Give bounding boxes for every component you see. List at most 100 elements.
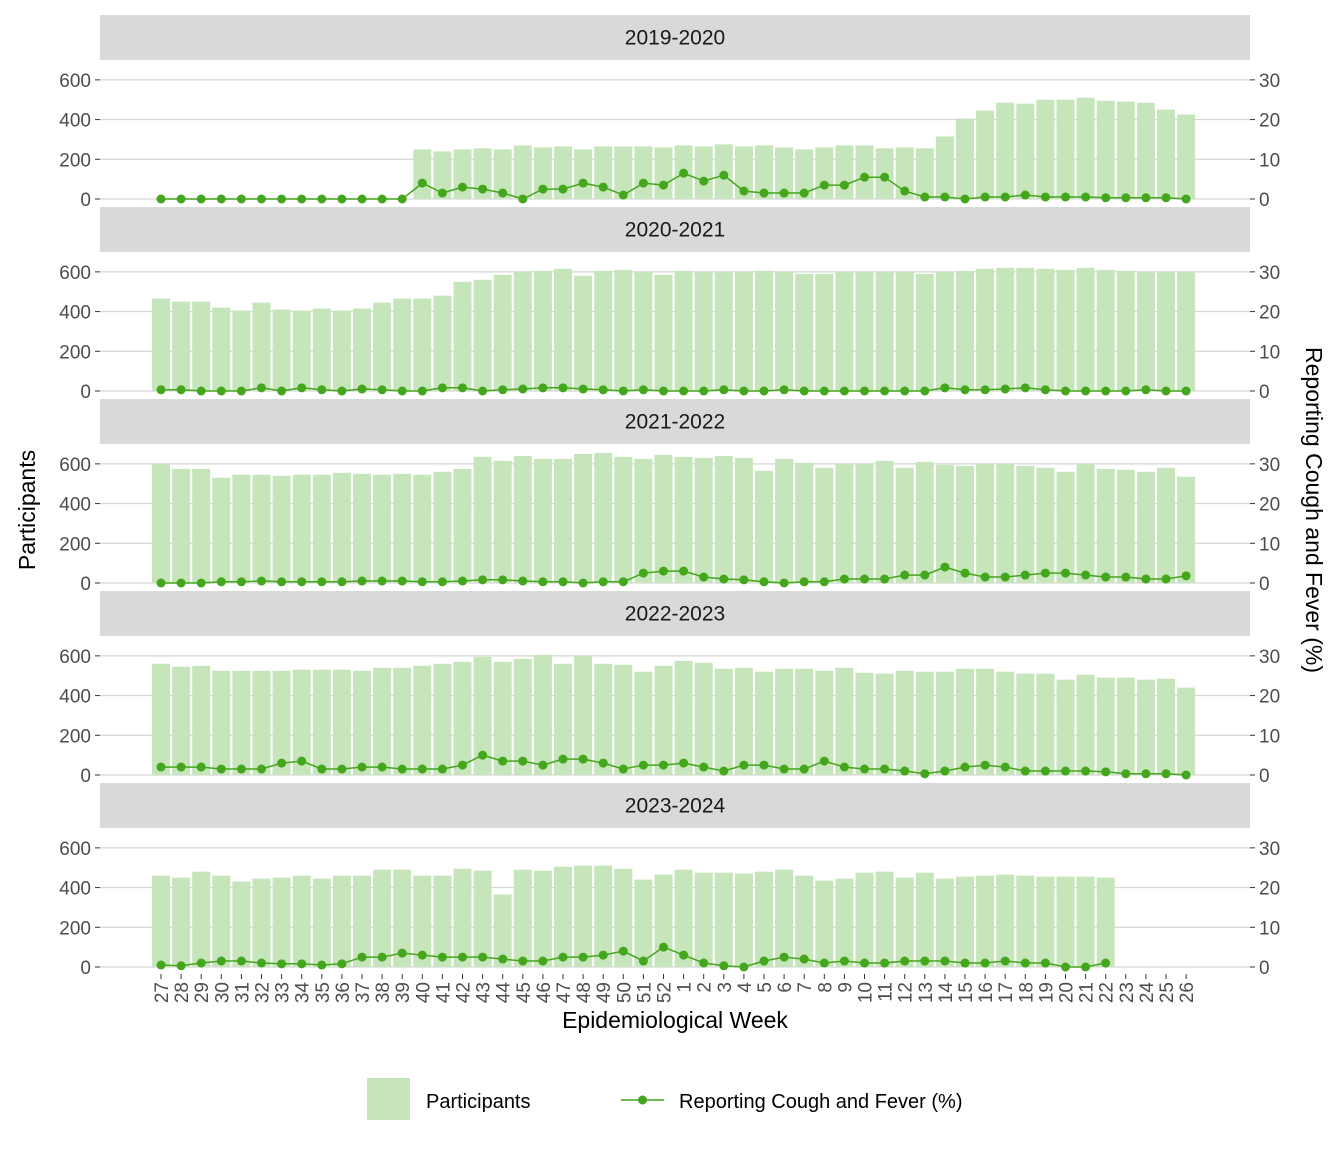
y2-tick-label: 20 [1259, 879, 1280, 900]
participants-bar [453, 149, 472, 199]
y-tick-label: 200 [59, 150, 91, 171]
participants-bar [533, 147, 552, 199]
participants-bar [755, 270, 773, 391]
x-tick-label: 48 [574, 982, 595, 1003]
cough-fever-point [337, 577, 347, 587]
participants-bar [895, 877, 914, 967]
participants-bar [473, 148, 492, 199]
y-tick-label: 600 [59, 263, 91, 284]
cough-fever-point [920, 956, 930, 966]
panel-strip [100, 15, 1250, 60]
cough-fever-point [156, 194, 166, 204]
x-tick-label: 5 [755, 982, 776, 993]
participants-bar [1036, 876, 1055, 967]
participants-bar [1036, 673, 1055, 775]
cough-fever-point [679, 386, 689, 396]
cough-fever-point [779, 578, 789, 588]
cough-fever-point [719, 766, 729, 776]
participants-bar [956, 270, 974, 391]
x-tick-label: 30 [212, 982, 233, 1003]
cough-fever-point [377, 385, 387, 395]
cough-fever-point [839, 180, 849, 190]
cough-fever-point [1040, 958, 1050, 968]
cough-fever-point [618, 946, 628, 956]
cough-fever-point [819, 958, 829, 968]
participants-bar [172, 468, 191, 583]
x-tick-label: 36 [333, 982, 354, 1003]
cough-fever-point [819, 386, 829, 396]
legend-line-label: Reporting Cough and Fever (%) [679, 1091, 962, 1113]
participants-bar [614, 269, 633, 391]
cough-fever-point [257, 194, 266, 204]
participants-bar [1076, 876, 1095, 967]
cough-fever-point [156, 578, 166, 588]
cough-fever-point [236, 194, 246, 204]
cough-fever-point [980, 572, 990, 582]
y2-axis-title: Reporting Cough and Fever (%) [1301, 347, 1327, 673]
participants-bar [614, 456, 633, 583]
x-tick-label: 37 [353, 982, 374, 1003]
x-tick-label: 24 [1137, 982, 1158, 1004]
participants-bar [875, 871, 894, 967]
cough-fever-point [618, 764, 628, 774]
x-tick-label: 47 [554, 982, 575, 1003]
participants-bar [473, 870, 492, 967]
cough-fever-point [417, 950, 427, 960]
participants-bar [1016, 103, 1035, 199]
cough-fever-point [699, 572, 709, 582]
cough-fever-point [277, 758, 287, 768]
x-tick-label: 46 [534, 982, 555, 1003]
cough-fever-point [1141, 574, 1151, 584]
cough-fever-point [257, 576, 266, 586]
cough-fever-point [538, 956, 548, 966]
participants-bar [1116, 101, 1135, 199]
cough-fever-point [659, 942, 668, 952]
cough-fever-point [819, 577, 829, 587]
participants-bar [935, 464, 954, 583]
participants-bar [996, 102, 1015, 199]
cough-fever-point [357, 384, 367, 394]
panel-strip [100, 783, 1250, 828]
participants-bar [413, 665, 432, 775]
participants-bar [755, 671, 773, 775]
cough-fever-point [638, 568, 648, 578]
participants-bar [252, 474, 271, 583]
y-tick-label: 400 [59, 687, 91, 708]
y2-tick-label: 0 [1259, 190, 1270, 211]
participants-bar [674, 456, 693, 583]
panel-strip [100, 399, 1250, 444]
cough-fever-point [578, 578, 588, 588]
x-tick-label: 3 [715, 982, 736, 993]
cough-fever-point [236, 956, 246, 966]
participants-bar [634, 271, 653, 391]
cough-fever-point [618, 190, 628, 200]
participants-bar [574, 275, 593, 391]
cough-fever-point [1081, 962, 1091, 972]
participants-bar [1136, 679, 1155, 775]
participants-bar [1016, 267, 1035, 391]
cough-fever-point [940, 766, 950, 776]
participants-bar [935, 271, 954, 391]
participants-bar [835, 145, 854, 199]
participants-bar [393, 298, 412, 391]
x-tick-label: 2 [695, 982, 716, 993]
participants-bar [1157, 271, 1175, 391]
cough-fever-point [739, 760, 749, 770]
cough-fever-point [1040, 385, 1050, 395]
participants-bar [755, 871, 773, 967]
cough-fever-point [679, 758, 689, 768]
cough-fever-point [558, 577, 568, 587]
cough-fever-point [437, 577, 447, 587]
x-tick-label: 45 [514, 982, 535, 1003]
cough-fever-point [357, 576, 367, 586]
x-tick-label: 34 [293, 982, 314, 1004]
cough-fever-point [1181, 386, 1191, 396]
participants-bar [815, 670, 834, 775]
cough-fever-point [839, 956, 849, 966]
y2-tick-label: 10 [1259, 918, 1280, 939]
cough-fever-line [161, 387, 1187, 392]
cough-fever-point [1141, 193, 1151, 203]
cough-fever-point [357, 952, 367, 962]
cough-fever-point [1020, 570, 1030, 580]
